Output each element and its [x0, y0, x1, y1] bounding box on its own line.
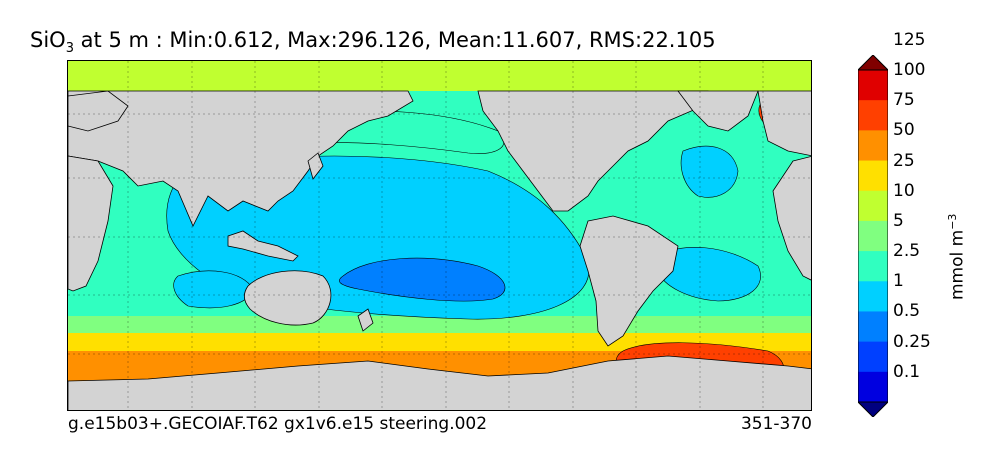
- colorbar-tick-label: 75: [893, 90, 915, 111]
- indian-gyre: [173, 270, 254, 309]
- south-atlantic-gyre: [657, 247, 761, 302]
- new-zealand: [357, 308, 374, 332]
- north-america: [477, 90, 709, 212]
- australia: [244, 270, 332, 326]
- units-base: mmol m: [947, 229, 968, 300]
- graticule: [68, 61, 811, 410]
- colorbar-extend-max: [858, 55, 888, 71]
- colorbar-tick-label: 2.5: [893, 241, 921, 262]
- title-variable: SiO: [30, 28, 66, 52]
- year-range-label: 351-370: [740, 414, 812, 434]
- south-america: [579, 215, 679, 347]
- plot-title: SiO3 at 5 m : Min:0.612, Max:296.126, Me…: [30, 28, 716, 56]
- africa-right: [772, 156, 811, 281]
- colorbar-bin: [858, 281, 888, 312]
- map-canvas: [68, 61, 811, 410]
- japan: [307, 152, 324, 180]
- eurasia: [68, 90, 414, 227]
- colorbar-bin: [858, 311, 888, 343]
- colorbar-bin: [858, 371, 888, 403]
- colorbar-tick-label: 0.5: [893, 301, 921, 322]
- colorbar-bin: [858, 100, 888, 131]
- land: [68, 90, 811, 410]
- colorbar-bin: [858, 251, 888, 282]
- colorbar-bin: [858, 220, 888, 252]
- colorbar-units: mmol m−3: [946, 214, 968, 300]
- title-subscript: 3: [65, 41, 74, 57]
- africa: [68, 155, 114, 292]
- colorbar-tick-label: 0.1: [893, 361, 921, 382]
- colorbar-extend-min: [858, 401, 888, 417]
- greenland: [677, 90, 759, 132]
- colorbar-bin: [858, 190, 888, 222]
- colorbar-tick-label: 0.25: [893, 331, 931, 352]
- south-pacific-core: [339, 257, 506, 302]
- colorbar-tick-label: 100: [893, 60, 926, 80]
- run-label: g.e15b03+.GECOIAF.T62 gx1v6.e15 steering…: [68, 414, 488, 434]
- colorbar-tick-label: 5: [893, 210, 904, 231]
- colorbar: [858, 55, 888, 417]
- colorbar-tick-label: 50: [893, 120, 915, 141]
- title-stats: at 5 m : Min:0.612, Max:296.126, Mean:11…: [73, 28, 716, 52]
- colorbar-tick-label: 125: [893, 29, 926, 50]
- ocean-map: [67, 60, 812, 411]
- north-atlantic-gyre: [680, 145, 739, 198]
- colorbar-bin: [858, 70, 888, 101]
- units-exponent: −3: [946, 213, 959, 230]
- arctic-band: [68, 61, 811, 91]
- southern-ocean-mid: [68, 333, 811, 355]
- antarctica: [68, 355, 811, 410]
- colorbar-tick-label: 25: [893, 150, 915, 171]
- colorbar-bin: [858, 130, 888, 162]
- colorbar-bin: [858, 160, 888, 192]
- colorbar-tick-label: 1: [893, 271, 904, 292]
- colorbar-tick-label: 10: [893, 180, 915, 201]
- indonesia: [227, 230, 299, 262]
- colorbar-bin: [858, 341, 888, 373]
